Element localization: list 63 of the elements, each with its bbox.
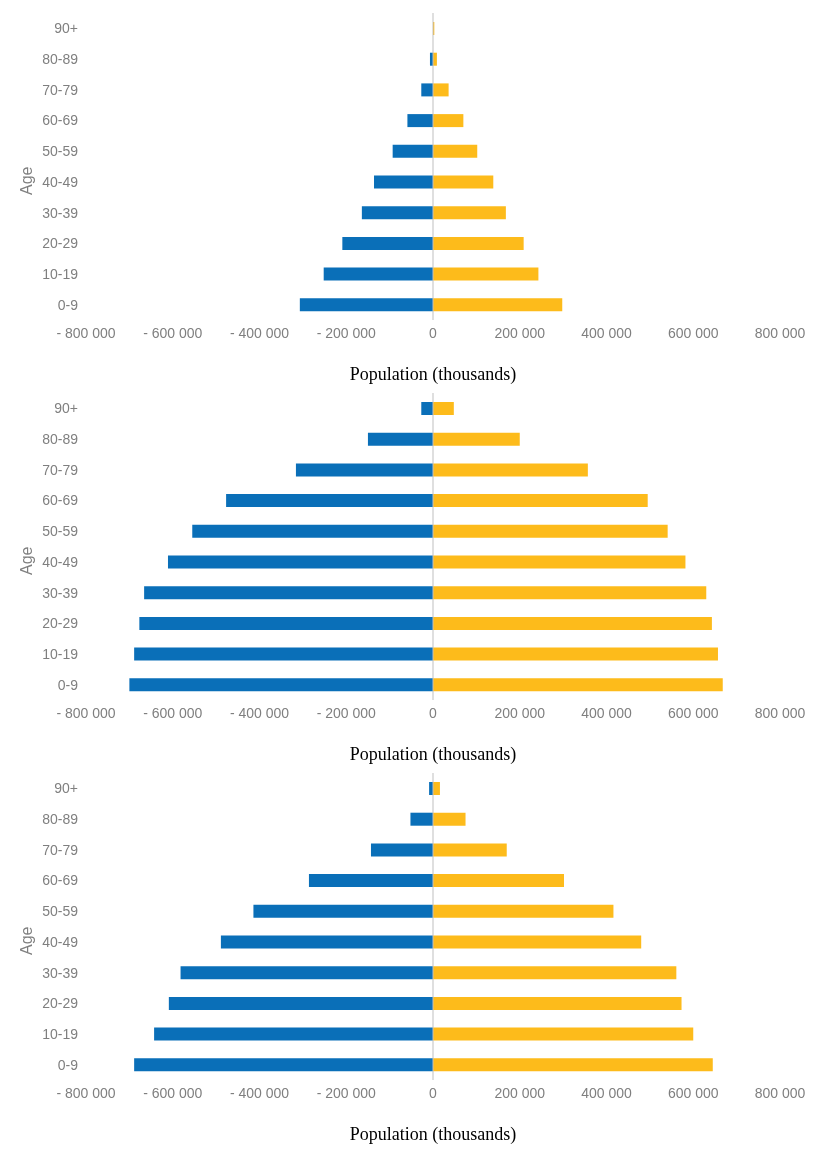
y-tick-label: 20-29 — [42, 235, 79, 252]
x-tick-label: - 400 000 — [229, 1084, 290, 1101]
x-tick-label: 400 000 — [581, 1084, 633, 1101]
x-tick-label: - 200 000 — [316, 1084, 377, 1101]
x-tick-label: - 800 000 — [56, 1084, 116, 1101]
x-tick-label: 800 000 — [754, 704, 806, 721]
x-tick-label: - 600 000 — [143, 1084, 203, 1101]
y-tick-label: 60-69 — [42, 112, 79, 129]
x-tick-label: - 600 000 — [143, 704, 203, 721]
y-tick-label: 80-89 — [42, 51, 79, 68]
y-tick-label: 20-29 — [42, 615, 79, 632]
x-tick-label: - 600 000 — [143, 324, 203, 341]
y-tick-label: 30-39 — [42, 584, 79, 601]
y-tick-label: 60-69 — [42, 872, 79, 889]
y-tick-label: 0-9 — [57, 1056, 79, 1073]
y-tick-label: 60-69 — [42, 492, 79, 509]
x-axis-title: Population (thousands) — [349, 1124, 517, 1145]
y-tick-label: 10-19 — [42, 1025, 79, 1042]
x-tick-label: - 400 000 — [229, 324, 290, 341]
x-axis-title: Population (thousands) — [349, 744, 517, 765]
x-tick-label: - 800 000 — [56, 704, 116, 721]
x-tick-label: 400 000 — [581, 704, 633, 721]
x-tick-label: 0 — [429, 1084, 438, 1101]
x-tick-label: 0 — [429, 324, 438, 341]
y-tick-label: 30-39 — [42, 204, 79, 221]
x-tick-label: - 800 000 — [56, 324, 116, 341]
y-tick-label: 40-49 — [42, 933, 79, 950]
y-tick-label: 90+ — [54, 20, 78, 37]
x-tick-label: 600 000 — [667, 324, 719, 341]
y-tick-label: 90+ — [54, 400, 78, 417]
y-axis-title: Age — [17, 166, 35, 195]
y-tick-label: 40-49 — [42, 173, 79, 190]
x-tick-label: 800 000 — [754, 1084, 806, 1101]
y-tick-label: 80-89 — [42, 431, 79, 448]
y-tick-label: 50-59 — [42, 903, 79, 920]
y-tick-label: 0-9 — [57, 296, 79, 313]
x-tick-label: - 200 000 — [316, 324, 377, 341]
y-tick-label: 10-19 — [42, 265, 79, 282]
x-axis-title: Population (thousands) — [349, 364, 517, 385]
y-tick-label: 80-89 — [42, 811, 79, 828]
y-tick-label: 90+ — [54, 780, 78, 797]
y-tick-label: 30-39 — [42, 964, 79, 981]
y-tick-label: 40-49 — [42, 553, 79, 570]
x-tick-label: 800 000 — [754, 324, 806, 341]
y-tick-label: 70-79 — [42, 461, 79, 478]
x-tick-label: - 400 000 — [229, 704, 290, 721]
y-tick-label: 50-59 — [42, 523, 79, 540]
x-tick-label: 600 000 — [667, 1084, 719, 1101]
x-tick-label: 200 000 — [494, 704, 546, 721]
y-tick-label: 10-19 — [42, 645, 79, 662]
x-tick-label: 200 000 — [494, 324, 546, 341]
y-tick-label: 0-9 — [57, 676, 79, 693]
y-tick-label: 70-79 — [42, 81, 79, 98]
y-tick-label: 70-79 — [42, 841, 79, 858]
x-tick-label: - 200 000 — [316, 704, 377, 721]
y-axis-title: Age — [17, 926, 35, 955]
y-tick-label: 50-59 — [42, 143, 79, 160]
x-tick-label: 200 000 — [494, 1084, 546, 1101]
x-tick-label: 0 — [429, 704, 438, 721]
y-tick-label: 20-29 — [42, 995, 79, 1012]
y-axis-title: Age — [17, 546, 35, 575]
x-tick-label: 600 000 — [667, 704, 719, 721]
x-tick-label: 400 000 — [581, 324, 633, 341]
